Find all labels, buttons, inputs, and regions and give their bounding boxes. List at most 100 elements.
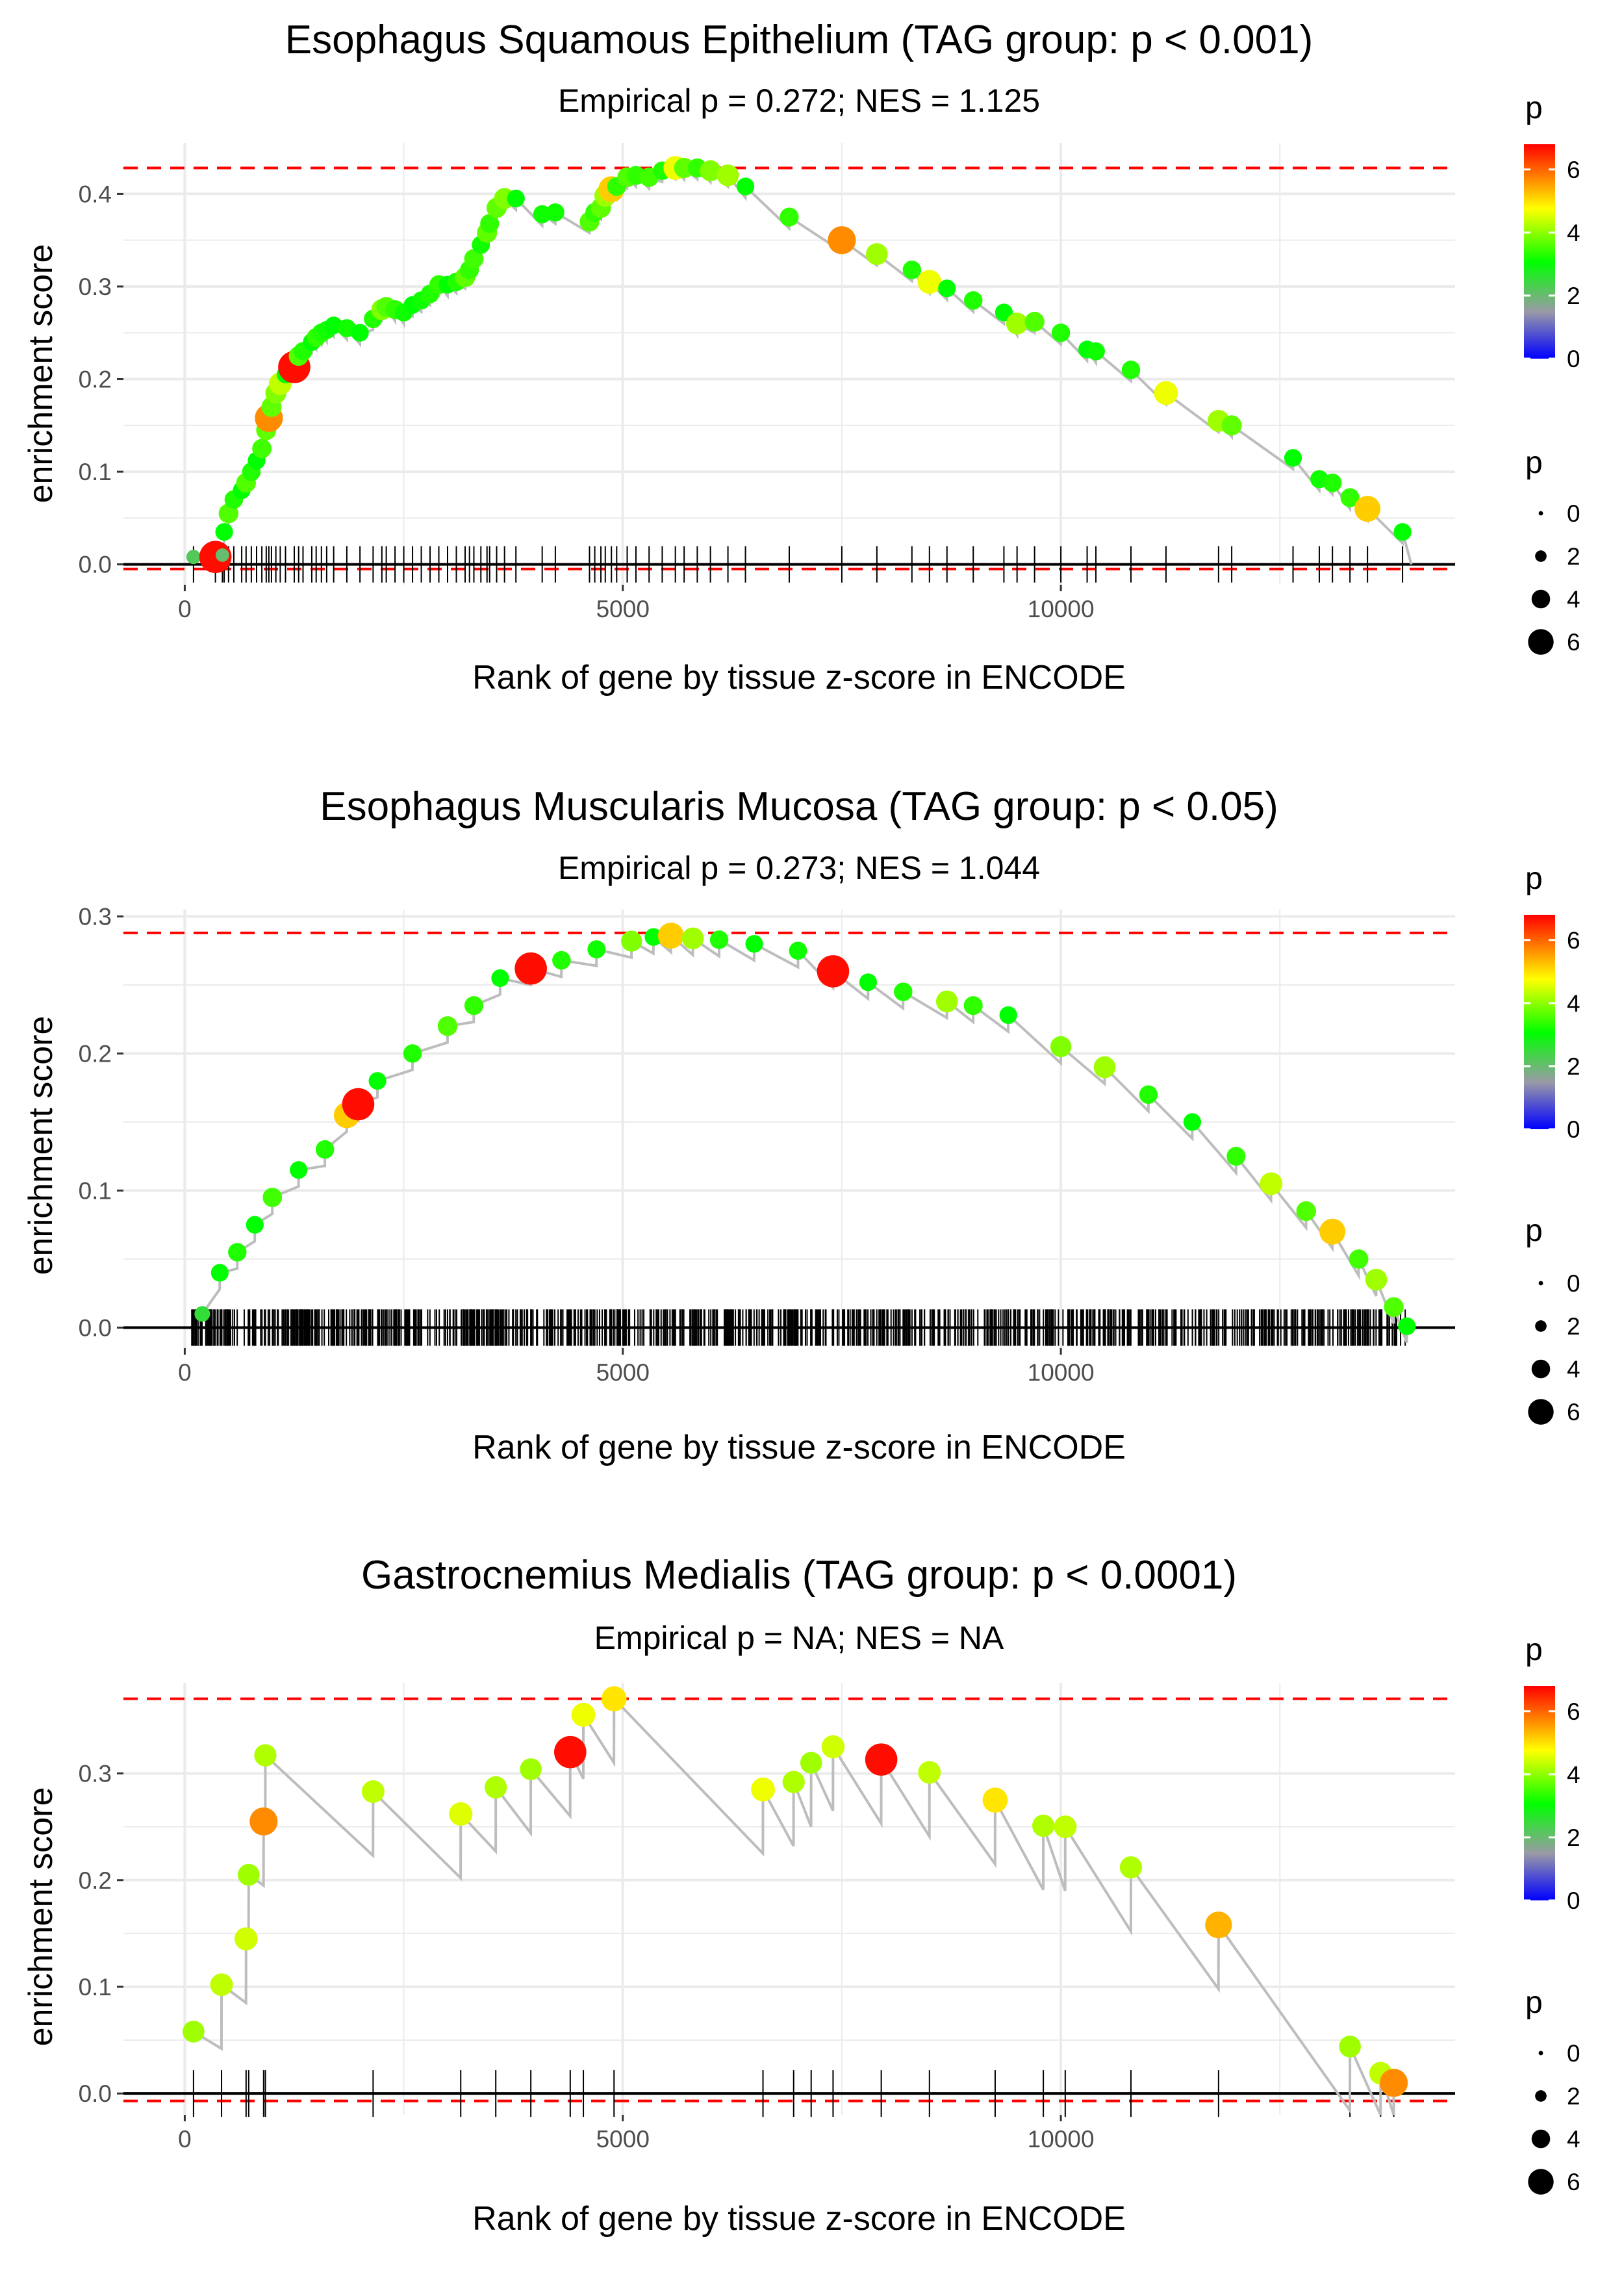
es-point xyxy=(194,1306,210,1322)
es-point xyxy=(186,550,201,565)
es-point xyxy=(918,1761,941,1784)
y-tick-label: 0.0 xyxy=(79,552,112,578)
es-point xyxy=(1323,473,1342,492)
es-point xyxy=(1183,1113,1201,1131)
es-point xyxy=(238,1863,260,1886)
es-point xyxy=(782,1770,805,1793)
color-legend-tick-label: 0 xyxy=(1567,346,1580,372)
es-point xyxy=(717,164,739,186)
es-point xyxy=(216,548,229,562)
y-axis-label: enrichment score xyxy=(22,244,60,504)
color-legend-tick-label: 4 xyxy=(1567,220,1580,246)
color-legend-bar xyxy=(1524,915,1555,1129)
x-tick-label: 5000 xyxy=(596,1359,650,1386)
color-legend-tick-label: 2 xyxy=(1567,283,1580,309)
es-point xyxy=(1349,1249,1369,1269)
es-point xyxy=(751,1777,775,1802)
chart-title: Esophagus Muscularis Mucosa (TAG group: … xyxy=(320,784,1278,829)
es-point xyxy=(1087,342,1105,361)
size-legend-label: 2 xyxy=(1567,2083,1580,2110)
es-point xyxy=(1093,1056,1116,1079)
es-point xyxy=(1284,449,1302,467)
es-line xyxy=(201,932,1408,1344)
chart-subtitle: Empirical p = 0.272; NES = 1.125 xyxy=(558,83,1040,119)
y-tick-label: 0.3 xyxy=(79,904,112,930)
es-point xyxy=(865,1743,898,1776)
es-point xyxy=(464,996,484,1016)
color-legend: p 0 2 4 6 xyxy=(1524,862,1580,1143)
y-tick-label: 0.0 xyxy=(79,1314,112,1341)
size-legend-label: 2 xyxy=(1567,1313,1580,1340)
es-point xyxy=(995,303,1013,322)
es-point xyxy=(789,941,807,960)
es-point xyxy=(1051,324,1071,342)
es-point xyxy=(1393,523,1412,541)
size-legend: p 0 2 4 6 xyxy=(1525,446,1580,656)
size-legend-dot xyxy=(1528,629,1554,655)
threshold-lines xyxy=(123,931,1455,1329)
es-point xyxy=(1296,1201,1316,1221)
es-point xyxy=(262,1188,283,1207)
size-legend-label: 4 xyxy=(1567,1356,1580,1383)
grid-lines xyxy=(123,910,1455,1348)
es-running-line xyxy=(192,1695,1399,2115)
color-legend-bar xyxy=(1524,144,1555,359)
es-point xyxy=(514,952,547,985)
x-tick-label: 0 xyxy=(178,1359,192,1386)
size-legend-dot xyxy=(1528,2169,1554,2195)
es-point xyxy=(1050,1036,1072,1058)
es-point xyxy=(507,189,525,208)
es-point xyxy=(1379,2069,1408,2097)
es-point xyxy=(552,951,571,970)
data-points xyxy=(183,1686,1408,2097)
es-point xyxy=(342,1088,375,1121)
panel-esophagus-squamous: Esophagus Squamous Epithelium (TAG group… xyxy=(22,18,1580,696)
color-legend-ticks: 0 2 4 6 xyxy=(1524,157,1580,372)
color-legend-tick-label: 2 xyxy=(1567,1053,1580,1080)
es-point xyxy=(736,177,755,196)
es-point xyxy=(1139,1085,1158,1105)
es-point xyxy=(290,1161,308,1179)
es-point xyxy=(894,982,913,1001)
es-point xyxy=(587,940,606,959)
y-tick-label: 0.2 xyxy=(79,1867,112,1894)
size-legend-label: 6 xyxy=(1567,2169,1580,2195)
y-tick-label: 0.3 xyxy=(79,1761,112,1787)
color-legend-tick-label: 6 xyxy=(1567,157,1580,183)
x-tick-label: 10000 xyxy=(1028,2126,1095,2153)
es-point xyxy=(464,249,484,269)
es-point xyxy=(1260,1172,1283,1195)
es-point xyxy=(963,291,983,310)
es-point xyxy=(1006,313,1028,335)
color-legend: p 0 2 4 6 xyxy=(1524,1633,1580,1914)
x-tick-label: 0 xyxy=(178,2126,192,2153)
x-tick-label: 10000 xyxy=(1028,596,1095,622)
size-legend-label: 4 xyxy=(1567,2126,1580,2153)
color-legend-tick-label: 6 xyxy=(1567,927,1580,954)
color-legend-ticks: 0 2 4 6 xyxy=(1524,1698,1580,1914)
es-point xyxy=(859,973,877,991)
color-legend: p 0 2 4 6 xyxy=(1524,91,1580,372)
es-point xyxy=(938,279,956,298)
es-point xyxy=(491,969,509,988)
size-legend-dot xyxy=(1538,511,1543,516)
es-point xyxy=(1398,1317,1416,1335)
size-legend-dot xyxy=(1538,1281,1543,1286)
es-point xyxy=(315,1140,335,1159)
color-legend-tick-label: 4 xyxy=(1567,990,1580,1017)
size-legend-label: 4 xyxy=(1567,586,1580,613)
size-legend-label: 0 xyxy=(1567,500,1580,527)
chart-title: Esophagus Squamous Epithelium (TAG group… xyxy=(285,18,1313,62)
es-point xyxy=(246,1216,264,1234)
color-legend-title: p xyxy=(1525,862,1543,896)
data-points xyxy=(194,923,1416,1335)
x-tick-label: 10000 xyxy=(1028,1359,1095,1386)
es-point xyxy=(963,996,983,1016)
y-tick-label: 0.4 xyxy=(79,181,112,207)
size-legend: p 0 2 4 6 xyxy=(1525,1214,1580,1425)
es-running-line xyxy=(201,932,1408,1344)
es-point xyxy=(520,1758,542,1780)
es-point xyxy=(601,1686,627,1711)
size-legend: p 0 2 4 6 xyxy=(1525,1986,1580,2195)
